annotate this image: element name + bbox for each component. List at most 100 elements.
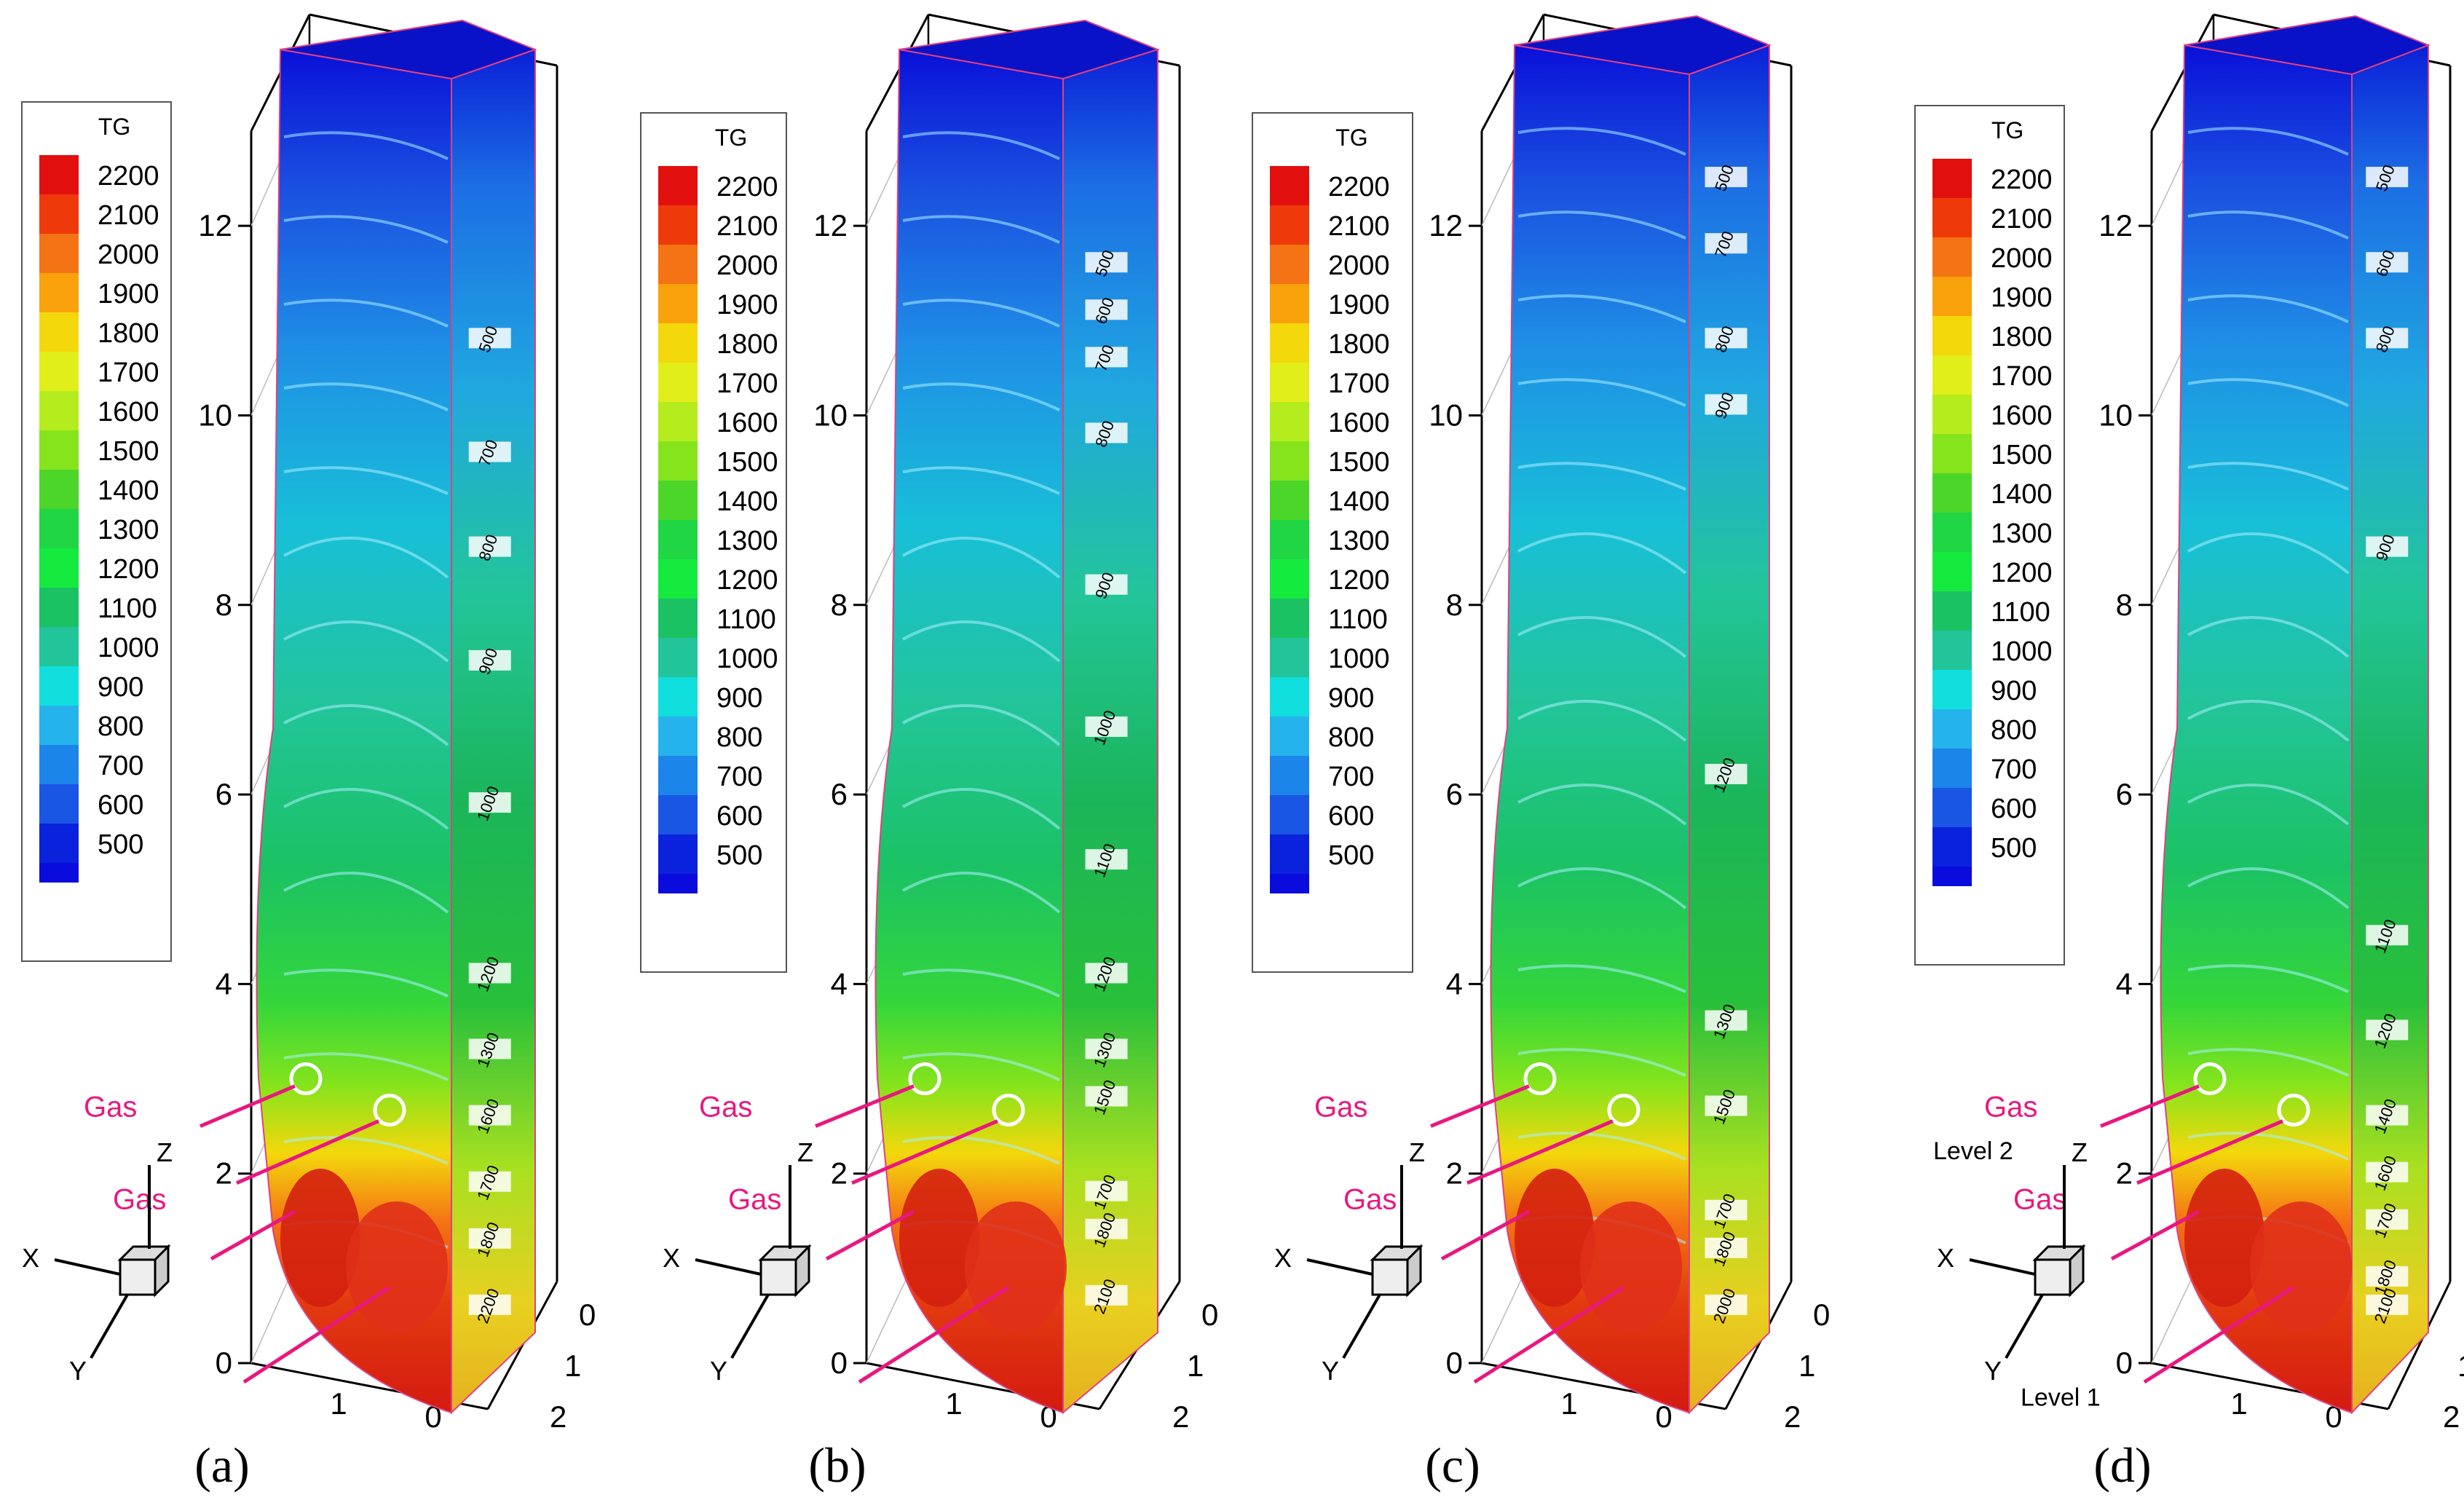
y-tick-label: 1 [2457,1349,2464,1383]
legend-swatch [1270,245,1309,284]
legend-swatch [1270,559,1309,599]
gas-inlet-marker [1523,1062,1557,1096]
contour-label-bg [1705,394,1748,415]
legend-swatch [1270,756,1309,795]
level-leader-line [1473,1285,1625,1384]
contour-label-bg [1085,574,1128,595]
legend-title: TG [1991,117,2023,143]
legend-level-label: 1200 [98,554,159,585]
contour-label-bg [1085,252,1128,273]
level-label: Level 1 [2021,1384,2101,1412]
legend-swatch [1932,277,1972,316]
isoline [1517,616,1687,658]
y-tick-label: 1 [1187,1349,1204,1383]
isoline [283,788,449,830]
hot-zone [2184,1169,2264,1307]
legend-swatch [39,627,79,666]
triad-cube [2034,1258,2072,1296]
legend-level-label: 1700 [1328,368,1390,399]
legend-swatch [658,166,698,205]
y-tick-label: 0 [1813,1298,1830,1332]
furnace-front-face [256,48,452,1414]
z-tick-label: 6 [1446,777,1463,811]
legend-level-label: 900 [716,683,762,714]
legend-swatch [1932,316,1972,355]
triad-y-label: Y [1984,1356,2002,1386]
legend-level-label: 1500 [716,447,778,478]
frame-edge [2387,1281,2452,1410]
legend-swatch [658,756,698,795]
y-tick-label: 0 [1201,1298,1218,1332]
legend-swatch [39,312,79,352]
isoline [2187,700,2350,742]
isoline [2187,783,2350,826]
isoline [902,1052,1060,1081]
contour-label-bg [2366,1161,2409,1183]
legend-level-label: 500 [716,840,762,871]
legend-swatch [658,717,698,756]
hot-zone [899,1169,979,1307]
contour-label-bg [2366,167,2409,188]
legend-level-label: 800 [716,722,762,753]
legend-swatch [39,588,79,627]
legend-swatch [1932,552,1972,591]
legend-level-label: 1400 [1991,479,2053,510]
contour-label-bg [468,1171,511,1192]
contour-label-bg [1085,299,1128,320]
legend-level-label: 2200 [98,161,159,192]
frame-edge [865,14,930,132]
isoline [2187,1048,2349,1077]
isoline [1517,783,1687,826]
isoline [902,466,1060,495]
legend-level-label: 1900 [716,290,778,320]
legend-level-label: 1400 [98,475,159,506]
legend-level-label: 2000 [716,250,778,281]
legend-swatch [39,509,79,548]
gas-inlet-marker [2193,1062,2227,1096]
gas-inlet-marker [992,1094,1025,1127]
level-leader-line [2143,1285,2295,1384]
gas-leader-line [1430,1084,1530,1128]
legend-swatch [658,481,698,520]
legend-swatch [1932,670,1972,709]
isoline [2187,964,2349,993]
legend-level-label: 1900 [98,279,159,309]
legend-level-label: 1200 [716,565,778,596]
y-tick-label: 2 [550,1400,566,1434]
legend-swatch [1932,827,1972,867]
triad-x-label: X [22,1243,39,1273]
gas-leader-line [851,1119,998,1185]
isoline [902,620,1061,663]
contour-label-bg [468,1294,511,1315]
legend-level-label: 600 [98,790,143,821]
contour-label-bg [1705,1237,1748,1258]
isoline [1517,1048,1686,1077]
z-tick-label: 2 [2116,1156,2133,1191]
legend-level-label: 1300 [1991,518,2053,549]
legend-level-label: 1500 [1991,440,2053,470]
z-tick-label: 0 [216,1346,232,1380]
legend-swatch [39,155,79,194]
furnace-top-face [1514,15,1772,76]
gas-label: Gas [84,1092,137,1124]
legend-swatch [1932,355,1972,395]
z-tick-label: 12 [813,208,848,242]
legend-level-label: 1600 [98,397,159,427]
gas-label: Gas [728,1184,781,1216]
legend-level-label: 1200 [1991,558,2053,588]
isoline [2187,1132,2349,1161]
hot-zone [1580,1201,1682,1333]
legend-swatch [39,863,79,883]
frame-edge [1724,1281,1793,1410]
legend-swatch [658,441,698,481]
isoline [902,215,1060,244]
x-tick-label: 0 [1655,1400,1672,1434]
legend-swatch [1932,631,1972,670]
legend-swatch [1270,717,1309,756]
z-tick-label: 10 [1429,398,1463,432]
legend-title: TG [715,125,747,151]
gas-inlet-marker [2277,1094,2310,1127]
contour-label-bg [2366,1209,2409,1230]
legend-level-label: 1100 [98,593,157,624]
